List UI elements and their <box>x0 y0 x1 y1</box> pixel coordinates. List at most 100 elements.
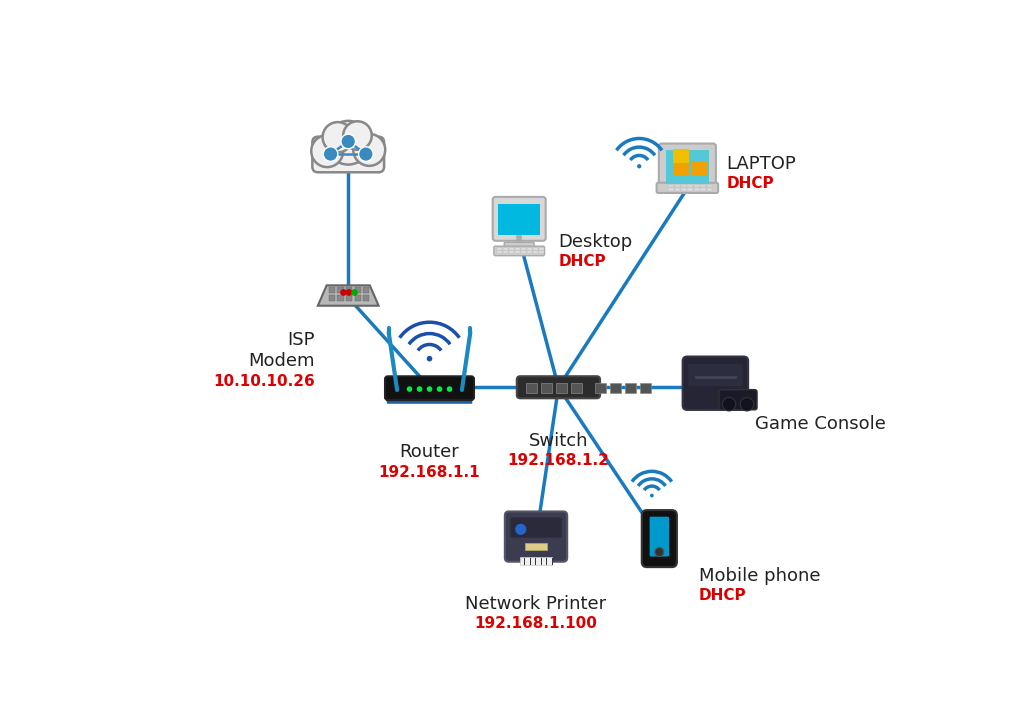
FancyBboxPatch shape <box>498 248 502 250</box>
FancyBboxPatch shape <box>354 295 360 301</box>
FancyBboxPatch shape <box>509 251 514 253</box>
FancyBboxPatch shape <box>674 161 689 175</box>
FancyBboxPatch shape <box>610 383 622 393</box>
FancyBboxPatch shape <box>667 150 709 184</box>
FancyBboxPatch shape <box>329 288 335 293</box>
FancyBboxPatch shape <box>312 137 384 173</box>
FancyBboxPatch shape <box>556 383 567 393</box>
FancyBboxPatch shape <box>346 295 352 301</box>
FancyBboxPatch shape <box>694 186 699 188</box>
FancyBboxPatch shape <box>692 161 708 175</box>
FancyBboxPatch shape <box>681 186 687 188</box>
FancyBboxPatch shape <box>674 149 689 164</box>
FancyBboxPatch shape <box>504 248 508 250</box>
FancyBboxPatch shape <box>505 512 567 562</box>
FancyBboxPatch shape <box>385 376 474 400</box>
FancyBboxPatch shape <box>521 248 526 250</box>
FancyBboxPatch shape <box>719 389 757 410</box>
FancyBboxPatch shape <box>346 288 352 293</box>
FancyBboxPatch shape <box>493 197 546 241</box>
FancyBboxPatch shape <box>541 383 552 393</box>
FancyBboxPatch shape <box>354 288 360 293</box>
Circle shape <box>341 134 355 149</box>
Polygon shape <box>317 285 379 306</box>
FancyBboxPatch shape <box>642 510 677 567</box>
FancyBboxPatch shape <box>694 189 699 191</box>
FancyBboxPatch shape <box>540 248 544 250</box>
Text: Switch: Switch <box>528 432 588 450</box>
Circle shape <box>740 397 754 411</box>
Text: 192.168.1.100: 192.168.1.100 <box>474 616 597 631</box>
FancyBboxPatch shape <box>510 518 561 537</box>
FancyBboxPatch shape <box>669 186 674 188</box>
Text: 10.10.10.26: 10.10.10.26 <box>213 373 314 389</box>
Text: Network Printer: Network Printer <box>466 595 606 613</box>
FancyBboxPatch shape <box>681 189 687 191</box>
FancyBboxPatch shape <box>658 143 716 189</box>
FancyBboxPatch shape <box>595 383 606 393</box>
Text: ISP
Modem: ISP Modem <box>248 331 314 370</box>
FancyBboxPatch shape <box>337 288 343 293</box>
FancyBboxPatch shape <box>525 543 547 550</box>
FancyBboxPatch shape <box>688 364 742 386</box>
FancyBboxPatch shape <box>527 251 532 253</box>
Text: DHCP: DHCP <box>698 588 746 603</box>
FancyBboxPatch shape <box>707 189 713 191</box>
Text: 192.168.1.1: 192.168.1.1 <box>379 464 480 480</box>
Circle shape <box>722 397 736 411</box>
FancyBboxPatch shape <box>364 295 370 301</box>
FancyBboxPatch shape <box>527 248 532 250</box>
Circle shape <box>358 147 373 162</box>
FancyBboxPatch shape <box>329 295 335 301</box>
Circle shape <box>324 147 338 162</box>
FancyBboxPatch shape <box>498 251 502 253</box>
FancyBboxPatch shape <box>700 186 706 188</box>
Circle shape <box>655 547 664 556</box>
Circle shape <box>323 122 353 152</box>
FancyBboxPatch shape <box>337 295 343 301</box>
Text: Desktop: Desktop <box>558 233 633 251</box>
FancyBboxPatch shape <box>499 205 540 235</box>
Circle shape <box>311 135 343 167</box>
Text: LAPTOP: LAPTOP <box>727 154 797 173</box>
Circle shape <box>436 387 442 392</box>
FancyBboxPatch shape <box>625 383 636 393</box>
FancyBboxPatch shape <box>515 248 520 250</box>
FancyBboxPatch shape <box>519 557 552 565</box>
FancyBboxPatch shape <box>534 251 539 253</box>
FancyBboxPatch shape <box>683 357 749 410</box>
Circle shape <box>407 387 413 392</box>
FancyBboxPatch shape <box>571 383 583 393</box>
FancyBboxPatch shape <box>517 376 600 398</box>
Circle shape <box>650 494 653 497</box>
FancyBboxPatch shape <box>521 251 526 253</box>
FancyBboxPatch shape <box>656 183 718 193</box>
Circle shape <box>446 387 453 392</box>
Circle shape <box>427 387 432 392</box>
FancyBboxPatch shape <box>675 186 681 188</box>
Circle shape <box>427 356 432 362</box>
FancyBboxPatch shape <box>534 248 539 250</box>
FancyBboxPatch shape <box>515 251 520 253</box>
Circle shape <box>340 289 347 296</box>
FancyBboxPatch shape <box>504 242 535 248</box>
Text: Game Console: Game Console <box>755 415 886 433</box>
FancyBboxPatch shape <box>649 517 669 556</box>
FancyBboxPatch shape <box>504 251 508 253</box>
Text: 192.168.1.2: 192.168.1.2 <box>508 454 609 468</box>
FancyBboxPatch shape <box>707 186 713 188</box>
Circle shape <box>515 523 526 535</box>
FancyBboxPatch shape <box>494 246 545 256</box>
Circle shape <box>417 387 422 392</box>
Circle shape <box>343 122 372 150</box>
Text: DHCP: DHCP <box>558 254 606 269</box>
Text: DHCP: DHCP <box>727 176 774 191</box>
FancyBboxPatch shape <box>540 251 544 253</box>
Circle shape <box>353 134 385 166</box>
FancyBboxPatch shape <box>364 288 370 293</box>
Text: Mobile phone: Mobile phone <box>698 566 820 585</box>
FancyBboxPatch shape <box>675 189 681 191</box>
FancyBboxPatch shape <box>640 383 651 393</box>
Circle shape <box>327 121 370 165</box>
Circle shape <box>351 289 357 296</box>
